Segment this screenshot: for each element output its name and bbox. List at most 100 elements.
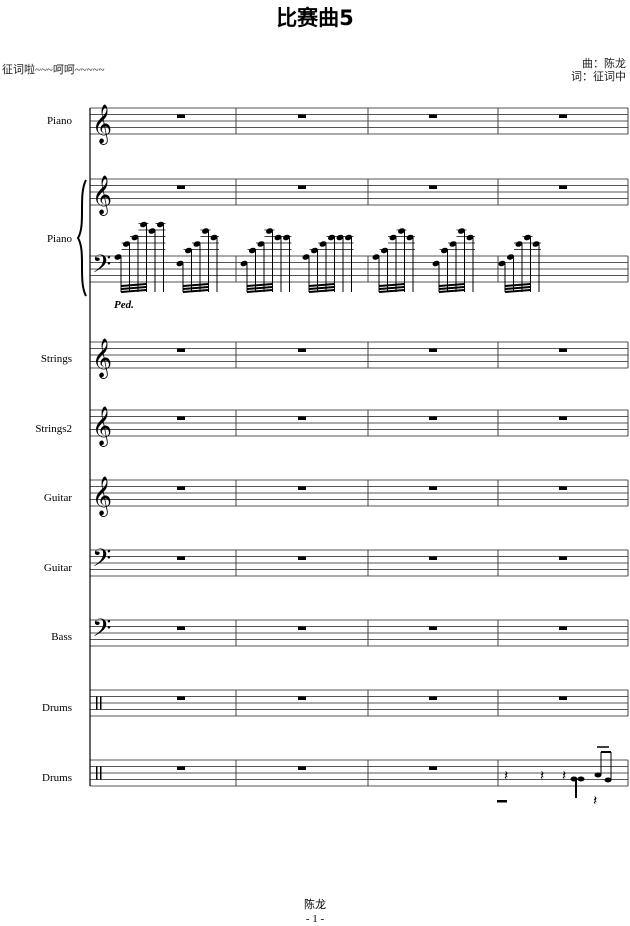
note-head	[524, 234, 531, 241]
note-beam	[120, 283, 147, 287]
quarter-rest: 𝄽	[593, 794, 597, 809]
whole-rest	[298, 696, 306, 700]
note-head	[507, 254, 514, 260]
staff-label-drums-2: Drums	[42, 772, 72, 784]
note-head	[176, 260, 184, 267]
whole-rest	[429, 486, 437, 490]
note-beam	[438, 289, 465, 293]
whole-rest	[559, 626, 567, 630]
whole-rest	[177, 766, 185, 770]
note-beam	[246, 286, 273, 290]
percussion-clef-icon	[100, 696, 102, 710]
note-head	[577, 776, 585, 782]
whole-rest	[298, 556, 306, 560]
whole-rest	[429, 185, 437, 189]
note-head	[302, 254, 310, 260]
note-head	[131, 234, 139, 241]
lyricist-credit: 词：征词中	[571, 71, 626, 83]
note-head	[389, 234, 397, 241]
note-beam	[246, 289, 273, 293]
whole-rest	[429, 114, 437, 118]
note-head	[406, 234, 414, 241]
staff-label-piano-grand: Piano	[46, 233, 72, 245]
note-head	[604, 777, 612, 783]
note-head	[432, 260, 440, 267]
note-head	[240, 260, 248, 267]
note-beam	[182, 289, 209, 293]
whole-rest	[429, 416, 437, 420]
note-head	[319, 241, 327, 247]
bass-clef-icon: 𝄢	[92, 614, 111, 649]
whole-rest	[298, 114, 306, 118]
whole-rest	[177, 416, 185, 420]
page-number: - 1 -	[305, 913, 325, 925]
score-title: 比赛曲5	[276, 6, 354, 30]
percussion-clef-icon	[96, 766, 98, 780]
bass-clef-icon: 𝄢	[92, 544, 111, 579]
note-beam	[504, 286, 531, 290]
whole-rest	[177, 486, 185, 490]
whole-rest	[298, 486, 306, 490]
whole-rest	[298, 185, 306, 189]
note-head	[441, 247, 448, 254]
footer-composer: 陈龙	[304, 899, 326, 911]
half-rest	[497, 800, 507, 803]
treble-clef-icon: 𝄞	[92, 175, 112, 216]
percussion-clef-icon	[100, 766, 102, 780]
note-beam	[182, 283, 209, 287]
treble-clef-icon: 𝄞	[92, 476, 112, 517]
note-head	[594, 772, 602, 778]
note-head	[328, 234, 335, 241]
treble-clef-icon: 𝄞	[92, 406, 112, 447]
note-beam	[120, 289, 147, 293]
note-head	[515, 241, 523, 247]
whole-rest	[559, 556, 567, 560]
note-beam	[308, 286, 335, 290]
staff-label-strings2: Strings2	[35, 423, 72, 435]
note-head	[498, 260, 506, 267]
note-beam	[182, 286, 209, 290]
note-head	[148, 228, 156, 234]
whole-rest	[177, 626, 185, 630]
staff-label-piano: Piano	[46, 115, 72, 127]
whole-rest	[177, 696, 185, 700]
treble-clef-icon: 𝄞	[92, 104, 112, 145]
note-head	[157, 221, 164, 228]
staff-label-strings: Strings	[40, 353, 72, 365]
whole-rest	[177, 556, 185, 560]
whole-rest	[559, 348, 567, 352]
note-head	[458, 228, 465, 234]
note-head	[283, 234, 290, 241]
treble-clef-icon: 𝄞	[92, 338, 112, 379]
note-beam	[504, 283, 531, 287]
note-beam	[120, 286, 147, 290]
note-head	[123, 241, 130, 247]
composer-credit: 曲：陈龙	[582, 58, 626, 70]
note-beam	[438, 283, 465, 287]
note-head	[274, 234, 282, 241]
whole-rest	[298, 348, 306, 352]
whole-rest	[298, 626, 306, 630]
whole-rest	[177, 185, 185, 189]
whole-rest	[429, 626, 437, 630]
whole-rest	[559, 486, 567, 490]
whole-rest	[559, 114, 567, 118]
quarter-rest: 𝄽	[562, 769, 566, 784]
note-head	[466, 234, 474, 241]
note-beam	[308, 289, 335, 293]
note-head	[202, 228, 209, 234]
note-head	[249, 247, 256, 254]
note-head	[398, 228, 405, 234]
note-head	[336, 234, 344, 241]
note-head	[532, 241, 540, 247]
whole-rest	[429, 348, 437, 352]
note-head	[140, 221, 147, 228]
note-beam	[504, 289, 531, 293]
note-head	[381, 247, 388, 254]
grand-staff-brace	[76, 179, 87, 297]
note-beam	[246, 283, 273, 287]
whole-rest	[559, 696, 567, 700]
note-head	[266, 228, 273, 234]
note-head	[257, 241, 265, 247]
